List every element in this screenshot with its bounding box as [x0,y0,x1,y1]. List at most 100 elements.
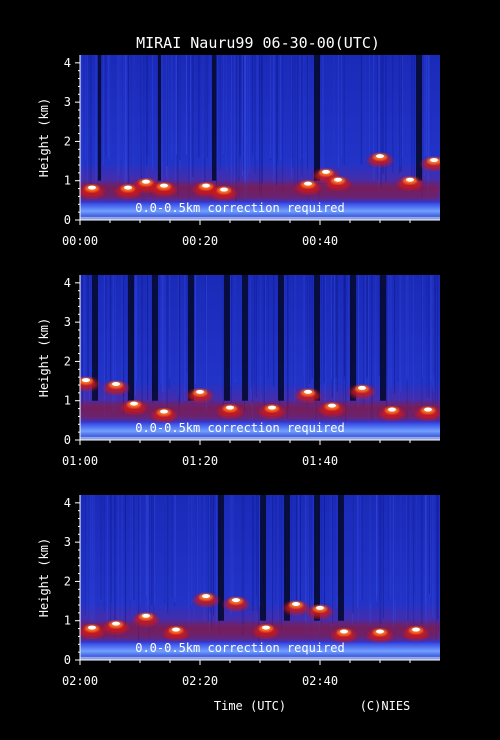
cloud-echo-white [316,605,324,610]
signal-streak [179,55,181,170]
signal-streak [399,55,401,167]
signal-streak [382,495,384,619]
signal-streak [186,55,188,155]
signal-streak [386,275,388,414]
signal-streak [297,55,299,192]
signal-streak [385,55,387,183]
signal-streak [135,275,137,380]
figure-title: MIRAI Nauru99 06-30-00(UTC) [136,34,380,52]
cloud-echo-white [172,627,180,632]
signal-streak [107,55,109,159]
signal-streak [359,495,361,599]
panels-group: 0.0-0.5km correction required 0 1 2 3 4 00:00 0… [37,55,440,688]
signal-streak [437,495,439,635]
signal-streak [252,275,254,403]
cloud-echo-white [112,621,120,626]
signal-streak [299,55,301,159]
signal-streak [137,495,139,611]
signal-streak [344,275,346,376]
signal-streak [357,495,359,608]
signal-streak [367,275,369,418]
signal-streak [261,55,263,183]
signal-streak [394,495,396,600]
signal-streak [252,275,254,420]
surface-line [80,656,440,660]
signal-streak [139,495,141,606]
signal-streak [109,55,111,162]
signal-streak [178,275,180,416]
cloud-echo-white [202,183,210,188]
signal-streak [254,275,256,398]
x-tick-label: 02:20 [182,674,218,688]
signal-streak [244,55,246,184]
signal-streak [425,495,427,604]
signal-streak [323,495,325,610]
signal-streak [434,495,436,641]
signal-streak [379,495,381,641]
y-tick-label: 2 [64,574,71,588]
signal-streak [388,495,390,600]
signal-streak [352,495,354,614]
signal-streak [242,55,244,171]
signal-streak [147,495,149,607]
signal-streak [263,275,265,414]
signal-streak [185,275,187,380]
signal-streak [426,495,428,644]
signal-streak [110,275,112,392]
signal-streak [336,495,338,607]
signal-streak [148,275,150,387]
signal-streak [320,275,322,385]
cloud-echo-white [262,625,270,630]
chart-panel-3: 0.0-0.5km correction required 0 1 2 3 4 02:00 0… [37,495,440,688]
signal-streak [294,55,296,188]
cloud-echo-white [376,154,384,159]
signal-streak [91,495,93,640]
signal-streak [230,275,232,403]
signal-streak [103,495,105,613]
signal-streak [294,275,296,404]
signal-streak [371,275,373,420]
signal-streak [87,275,89,382]
signal-streak [309,275,311,384]
signal-streak [364,55,366,163]
signal-streak [345,275,347,422]
signal-streak [121,275,123,380]
signal-streak [165,55,167,178]
signal-streak [323,275,325,384]
no-signal-column [260,495,266,621]
signal-streak [428,55,430,166]
signal-streak [267,275,269,380]
signal-streak [430,275,432,415]
no-signal-column [242,275,248,401]
signal-streak [184,275,186,401]
signal-streak [177,55,179,197]
signal-streak [251,275,253,400]
cloud-echo-white [412,627,420,632]
signal-streak [428,275,430,398]
cloud-echo-white [334,177,342,182]
y-tick-label: 1 [64,394,71,408]
signal-streak [277,495,279,626]
signal-streak [299,495,301,603]
signal-streak [256,55,258,160]
signal-streak [131,495,133,619]
signal-streak [322,55,324,194]
signal-streak [121,495,123,620]
cloud-echo-white [232,598,240,603]
signal-streak [140,55,142,159]
signal-streak [270,55,272,159]
y-axis-label: Height (km) [37,538,51,617]
signal-streak [366,275,368,376]
signal-streak [189,55,191,184]
signal-streak [188,495,190,630]
no-signal-column [188,275,194,401]
signal-streak [128,55,130,184]
signal-streak [321,55,323,182]
cloud-echo-white [388,407,396,412]
cloud-echo-white [88,625,96,630]
y-tick-label: 3 [64,315,71,329]
signal-streak [164,495,166,602]
signal-streak [230,55,232,188]
signal-streak [369,495,371,627]
